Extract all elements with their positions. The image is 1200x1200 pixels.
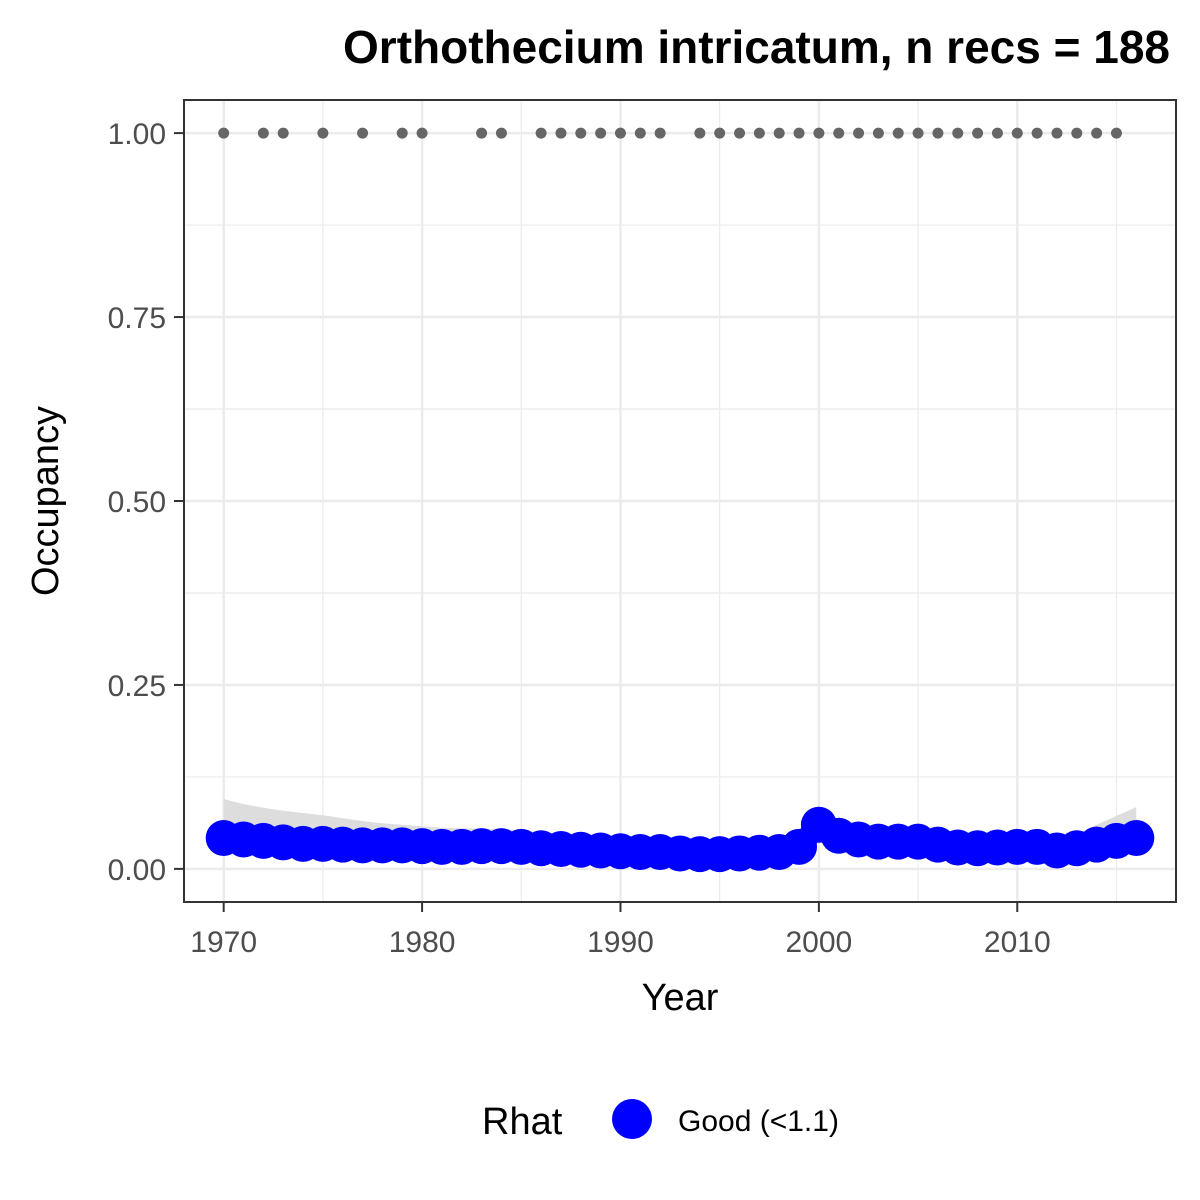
record-point — [634, 127, 646, 139]
y-tick-label: 1.00 — [108, 118, 166, 151]
x-tick-label: 1990 — [587, 926, 654, 959]
legend: Rhat Good (<1.1) — [482, 1099, 839, 1143]
record-point — [833, 127, 845, 139]
record-point — [734, 127, 746, 139]
legend-title: Rhat — [482, 1101, 563, 1143]
record-point — [535, 127, 547, 139]
record-point — [1031, 127, 1043, 139]
record-point — [1110, 127, 1122, 139]
record-point — [952, 127, 964, 139]
record-point — [654, 127, 666, 139]
record-points-layer — [218, 127, 1122, 139]
record-point — [595, 127, 607, 139]
record-point — [575, 127, 587, 139]
record-point — [912, 127, 924, 139]
record-point — [694, 127, 706, 139]
record-point — [1051, 127, 1063, 139]
record-point — [1091, 127, 1103, 139]
x-tick-label: 2010 — [984, 926, 1051, 959]
record-point — [972, 127, 984, 139]
record-point — [495, 127, 507, 139]
occupancy-point — [1118, 819, 1155, 856]
record-point — [614, 127, 626, 139]
y-axis-title: Occupancy — [25, 406, 67, 596]
record-point — [872, 127, 884, 139]
record-point — [218, 127, 230, 139]
record-point — [813, 127, 825, 139]
chart-title: Orthothecium intricatum, n recs = 188 — [343, 21, 1170, 73]
x-axis: 1970 1980 1990 2000 2010 — [190, 902, 1051, 959]
record-point — [1011, 127, 1023, 139]
record-point — [991, 127, 1003, 139]
record-point — [416, 127, 428, 139]
legend-label-good: Good (<1.1) — [678, 1105, 839, 1138]
y-tick-label: 0.50 — [108, 486, 166, 519]
x-tick-label: 1970 — [190, 926, 257, 959]
y-axis: 0.00 0.25 0.50 0.75 1.00 — [108, 118, 184, 887]
record-point — [853, 127, 865, 139]
x-tick-label: 1980 — [389, 926, 456, 959]
y-tick-label: 0.00 — [108, 854, 166, 887]
record-point — [892, 127, 904, 139]
record-point — [257, 127, 269, 139]
record-point — [773, 127, 785, 139]
record-point — [753, 127, 765, 139]
record-point — [317, 127, 329, 139]
x-tick-label: 2000 — [786, 926, 853, 959]
record-point — [932, 127, 944, 139]
record-point — [793, 127, 805, 139]
record-point — [357, 127, 369, 139]
record-point — [1071, 127, 1083, 139]
occupancy-series-layer — [205, 806, 1155, 873]
record-point — [476, 127, 488, 139]
record-point — [277, 127, 289, 139]
legend-key-good — [612, 1099, 652, 1139]
y-tick-label: 0.25 — [108, 670, 166, 703]
record-point — [396, 127, 408, 139]
x-axis-title: Year — [642, 977, 719, 1019]
record-point — [555, 127, 567, 139]
y-tick-label: 0.75 — [108, 302, 166, 335]
record-point — [714, 127, 726, 139]
